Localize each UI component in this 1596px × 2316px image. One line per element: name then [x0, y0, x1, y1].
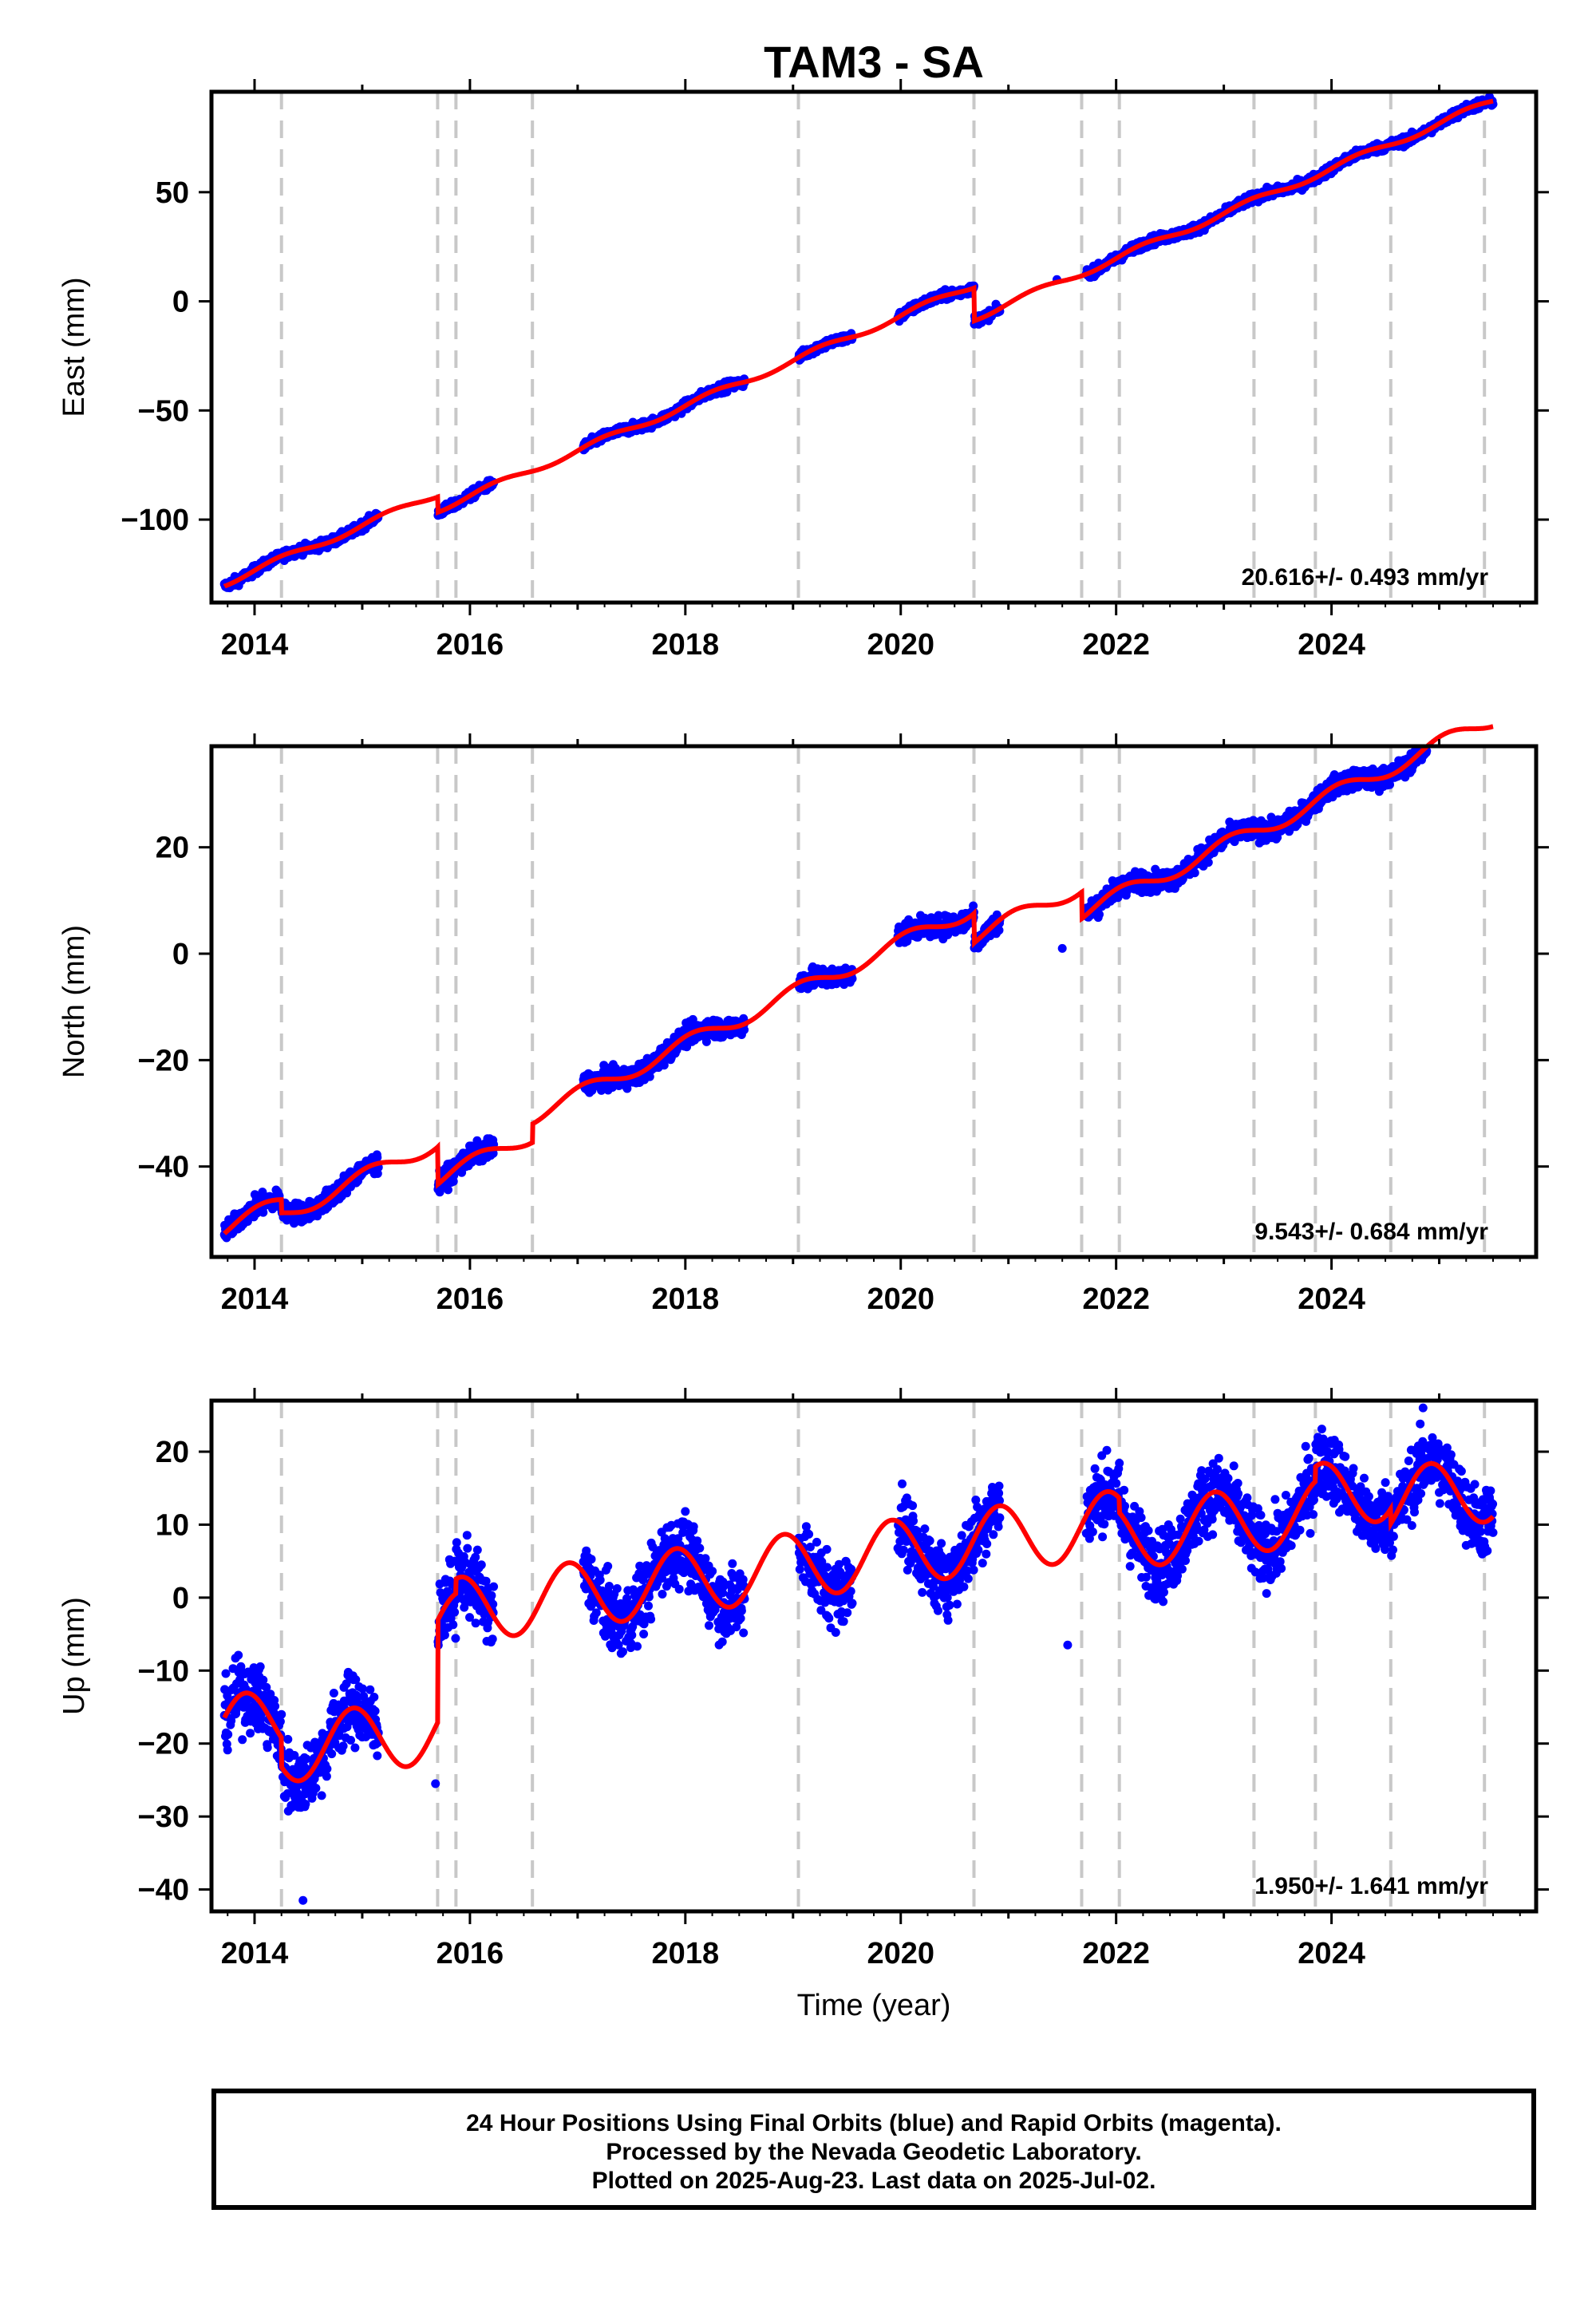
east-points	[219, 92, 1498, 593]
x-tick-label: 2022	[1082, 628, 1150, 662]
y-tick-label: −50	[138, 394, 189, 428]
east-model-fit	[223, 98, 1494, 589]
x-tick-label: 2016	[437, 628, 504, 662]
east-rate-label: 20.616+/- 0.493 mm/yr	[1242, 564, 1489, 591]
data-point	[444, 1185, 452, 1195]
chart-title: TAM3 - SA	[764, 37, 984, 87]
x-tick-label: 2024	[1298, 628, 1365, 662]
east-axis-label: East (mm)	[57, 277, 91, 417]
y-tick-label: 50	[156, 176, 189, 210]
y-tick-label: −100	[120, 504, 189, 537]
data-point	[373, 1152, 382, 1162]
x-tick-label: 2018	[652, 628, 720, 662]
north-points	[219, 745, 1432, 1243]
x-tick-label: 2020	[867, 628, 934, 662]
data-point	[1203, 858, 1213, 868]
panels: 2014 2016 2018 2020 2022 2024 50 0 −50 −100 East (…	[57, 79, 1549, 1970]
y-tick-label: 0	[172, 286, 189, 319]
panel-east: 2014 2016 2018 2020 2022 2024 50 0 −50 −100 East (…	[57, 79, 1549, 662]
data-point	[1190, 868, 1199, 878]
data-point	[701, 1037, 711, 1046]
x-tick-label: 2014	[221, 628, 289, 662]
